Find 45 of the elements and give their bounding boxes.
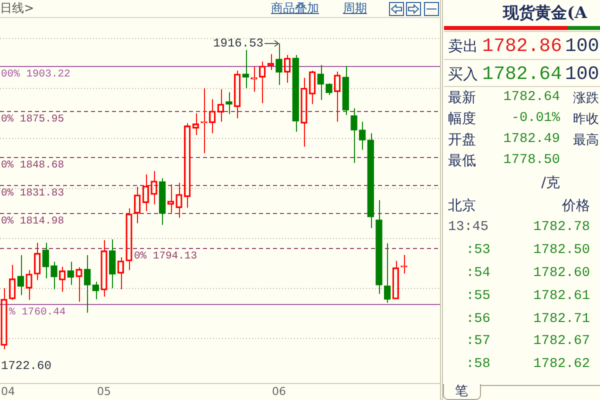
text: 1782.78	[533, 219, 590, 237]
text: 幅度	[448, 110, 476, 128]
text: /克	[541, 174, 560, 192]
text: 现货黄金(A	[503, 2, 587, 24]
x-tick-label: 06	[272, 385, 286, 398]
text: 1782.64	[503, 89, 560, 107]
text: 最新	[448, 88, 476, 108]
ref-line-label: 0% 1875.95	[1, 114, 64, 126]
text: 100	[565, 34, 600, 58]
text: :58 1782.62	[466, 357, 590, 372]
text: 最低	[448, 152, 476, 170]
ref-line-label: 0% 1831.83	[1, 188, 64, 200]
text: 1782.49	[503, 131, 560, 149]
text: 1782.64	[482, 62, 562, 86]
text: :55 1782.61	[466, 289, 590, 304]
text: 1782.86	[482, 34, 562, 58]
text: 买入	[448, 64, 478, 84]
text: 周期	[343, 1, 367, 16]
text: 日线>	[0, 1, 34, 16]
text: :57 1782.67	[466, 334, 590, 349]
text: :53 1782.50	[466, 243, 590, 258]
text: 13:45	[448, 219, 489, 237]
text: 北京	[448, 196, 476, 216]
text: 开盘	[448, 130, 476, 150]
ref-line-label: 0% 1814.98	[1, 216, 64, 228]
text: 100	[565, 62, 600, 86]
text: 商品叠加	[271, 1, 319, 16]
ref-line-label: 0% 1848.68	[1, 160, 64, 172]
annotation: 1722.60	[1, 359, 52, 374]
ref-line-label: 0% 1794.13	[134, 250, 198, 263]
text: 价格	[562, 196, 590, 216]
text: 笔	[455, 384, 468, 399]
text: :54 1782.60	[466, 266, 590, 281]
ref-line-label: 00% 1903.22	[1, 68, 70, 81]
x-tick-label: 04	[1, 385, 15, 398]
text: 1778.50	[503, 152, 560, 170]
text: 涨跌	[573, 90, 599, 106]
x-tick-label: 05	[96, 385, 111, 398]
text: -0.01%	[511, 110, 560, 128]
ref-line-label: % 1760.44	[9, 306, 66, 319]
text: 卖出	[448, 36, 478, 56]
text: :56 1782.71	[466, 312, 590, 327]
text: 昨收	[573, 110, 599, 128]
annotation: 1916.53	[213, 36, 264, 51]
text: 最高	[573, 132, 599, 148]
